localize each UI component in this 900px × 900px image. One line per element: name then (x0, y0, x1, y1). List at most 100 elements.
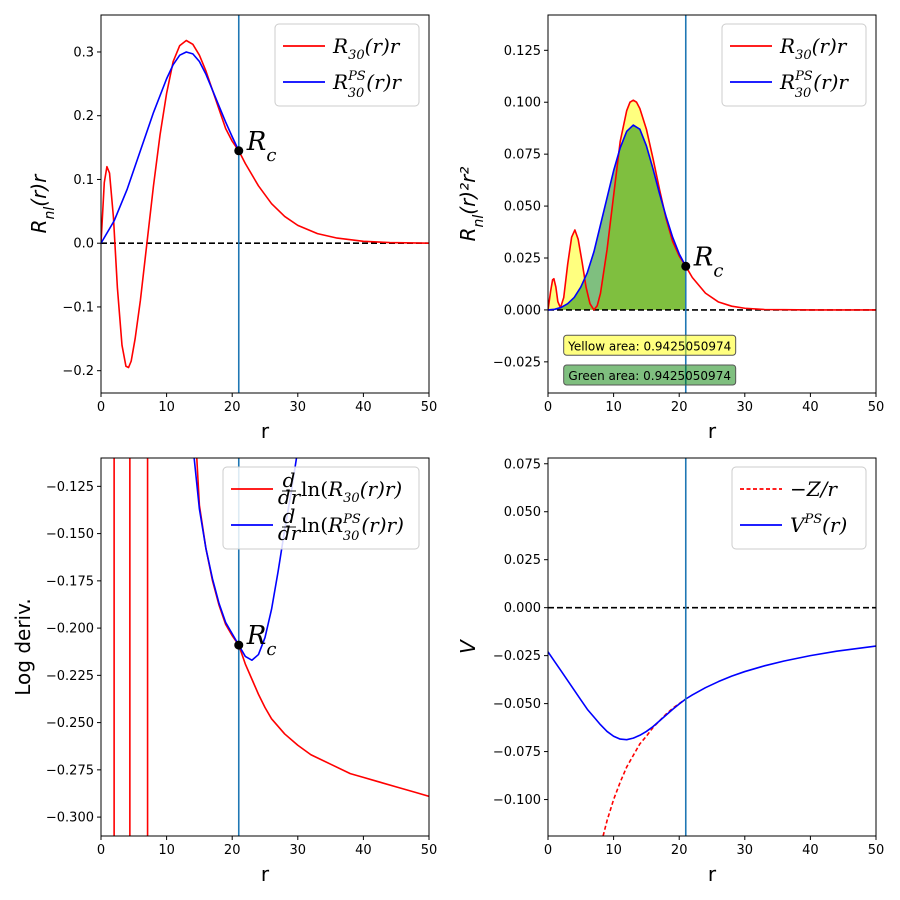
x-axis-label: r (708, 419, 717, 443)
y-axis-label-rest: (r)r (27, 173, 51, 207)
x-tick-label: 40 (355, 843, 372, 858)
y-axis-label: Log deriv. (11, 598, 35, 696)
x-axis-label: r (261, 862, 270, 886)
y-axis-label: V (456, 639, 480, 654)
plot-area (548, 458, 876, 836)
y-axis-label-sub: nl (471, 215, 487, 228)
y-tick-label: −0.200 (46, 622, 94, 637)
legend-entry-0: ln(R30(r)r) (301, 477, 402, 506)
x-tick-label: 30 (737, 843, 754, 858)
y-tick-label: −0.075 (493, 745, 541, 760)
y-tick-label: 0.0 (73, 237, 94, 252)
x-tick-label: 10 (605, 400, 622, 415)
series-line-ae (101, 39, 429, 369)
green-area-box (563, 364, 737, 386)
legend-entry-1: ln(RPS 30 (r)r) (301, 512, 404, 544)
y-tick-label: 0.025 (504, 252, 541, 267)
x-axis-label: r (708, 862, 717, 886)
x-tick-label: 30 (290, 843, 307, 858)
legend-entry-0: R30(r)r (779, 34, 848, 63)
legend-sub: 30 (348, 48, 365, 63)
legend-frame (274, 23, 420, 107)
legend-entry-1: VPS(r) (790, 512, 847, 537)
y-tick-label: 0.075 (504, 148, 541, 163)
legend-sup: PS (347, 69, 366, 84)
legend-main: −Z/r (790, 477, 838, 501)
legend-rest: (r)r (813, 70, 849, 94)
legend-sub: 30 (343, 529, 360, 544)
rc-annotation: Rc (693, 242, 724, 281)
y-tick-label: 0.000 (504, 303, 541, 318)
series-line-ps (548, 124, 687, 311)
y-tick-label: −0.225 (46, 669, 94, 684)
legend-rest: (r)r (812, 34, 848, 58)
x-tick-label: 50 (868, 400, 885, 415)
y-tick-label: 0.000 (504, 601, 541, 616)
y-tick-label: −0.025 (493, 355, 541, 370)
y-tick-label: −0.100 (493, 793, 541, 808)
rc-point (681, 261, 691, 271)
x-tick-label: 0 (97, 400, 105, 415)
y-tick-label: −0.125 (46, 480, 94, 495)
legend-deriv-den: dr (278, 485, 302, 509)
rc-annotation-sub: c (266, 639, 276, 660)
x-tick-label: 20 (671, 843, 688, 858)
x-axis-label: r (261, 419, 270, 443)
y-tick-label: −0.300 (46, 811, 94, 826)
yellow-area-label: Yellow area: 0.9425050974 (567, 339, 731, 353)
legend-rest: (r) (822, 513, 847, 537)
series-line-ps (193, 458, 298, 662)
y-tick-label: −0.2 (62, 364, 94, 379)
legend-sup: PS (342, 512, 361, 527)
legend-sup: PS (794, 69, 813, 84)
rc-annotation-sub: c (713, 260, 723, 281)
rc-point (234, 640, 244, 650)
y-tick-label: 0.075 (504, 457, 541, 472)
y-axis-label: Rnl(r)²r² (456, 167, 487, 242)
y-tick-label: −0.150 (46, 527, 94, 542)
x-tick-label: 40 (802, 400, 819, 415)
y-axis-label: Rnl(r)r (27, 173, 58, 234)
y-tick-label: 0.100 (504, 96, 541, 111)
x-tick-label: 10 (158, 843, 175, 858)
green-area-label: Green area: 0.9425050974 (568, 369, 731, 383)
legend-sub: 30 (795, 86, 812, 101)
y-tick-label: −0.050 (493, 697, 541, 712)
x-tick-label: 10 (158, 400, 175, 415)
legend-deriv-num: d (283, 468, 296, 492)
x-tick-label: 20 (671, 400, 688, 415)
x-tick-label: 0 (544, 843, 552, 858)
axes-frame (547, 457, 877, 837)
x-tick-label: 50 (868, 843, 885, 858)
subplot-p1: Rc0 10 20 30 40 50−0.2−0.10.00.10.20.3rRnl(r)… (27, 14, 438, 443)
legend: −Z/r VPS(r) (731, 466, 867, 550)
legend-prefix: ln( (301, 513, 328, 537)
legend-entry-1: RPS 30 (r)r (779, 69, 849, 101)
series-line-ae (602, 698, 687, 836)
x-tick-label: 0 (544, 400, 552, 415)
legend-main: V (790, 513, 807, 537)
y-axis-label-main: R (456, 227, 480, 241)
legend-entry-0: R30(r)r (332, 34, 401, 63)
subplot-p2: Rc Yellow area: 0.9425050974 Green area: 0… (456, 14, 885, 443)
legend-sub: 30 (343, 491, 360, 506)
legend-deriv-den: dr (278, 521, 302, 545)
x-tick-label: 10 (605, 843, 622, 858)
x-tick-label: 50 (421, 400, 438, 415)
legend-rest: (r)r (365, 34, 401, 58)
x-tick-label: 30 (290, 400, 307, 415)
legend-main: R (327, 477, 343, 501)
y-tick-label: 0.025 (504, 553, 541, 568)
series-line-ps (101, 51, 240, 244)
legend-entry-0: −Z/r (790, 477, 838, 501)
x-tick-label: 30 (737, 400, 754, 415)
x-tick-label: 20 (224, 843, 241, 858)
legend-prefix: ln( (301, 477, 328, 501)
y-tick-label: −0.1 (62, 300, 94, 315)
x-tick-label: 40 (355, 400, 372, 415)
axes-frame (547, 14, 877, 394)
legend-rest: (r)r) (361, 513, 404, 537)
y-tick-label: −0.250 (46, 716, 94, 731)
